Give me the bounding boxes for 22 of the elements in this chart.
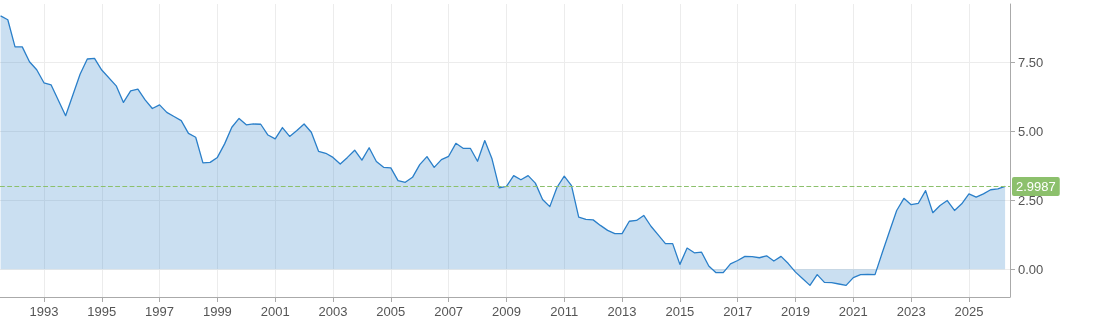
x-tick-label: 2025 bbox=[954, 304, 984, 319]
x-tick-label: 2005 bbox=[376, 304, 406, 319]
y-tick-label: 0.00 bbox=[1018, 261, 1044, 277]
y-tick-label: 7.50 bbox=[1018, 54, 1044, 70]
x-tick-label: 2013 bbox=[607, 304, 637, 319]
x-tick-label: 2023 bbox=[896, 304, 926, 319]
x-tick-label: 2007 bbox=[434, 304, 464, 319]
x-tick-label: 2011 bbox=[550, 304, 579, 319]
x-tick-label: 1995 bbox=[87, 304, 117, 319]
y-tick-label: 2.50 bbox=[1018, 192, 1044, 208]
x-tick-label: 1993 bbox=[29, 304, 59, 319]
x-tick-label: 2019 bbox=[781, 304, 810, 319]
x-tick-label: 2003 bbox=[318, 304, 348, 319]
x-tick-label: 2015 bbox=[665, 304, 695, 319]
x-tick-label: 2001 bbox=[260, 304, 290, 319]
x-tick-label: 1997 bbox=[145, 304, 175, 319]
x-tick-label: 2017 bbox=[723, 304, 753, 319]
y-tick-label: 5.00 bbox=[1018, 123, 1044, 139]
x-tick-label: 2009 bbox=[491, 304, 521, 319]
ref-line-label: 2.9987 bbox=[1016, 178, 1056, 194]
x-tick-label: 1999 bbox=[202, 304, 232, 319]
x-tick-label: 2021 bbox=[838, 304, 868, 319]
